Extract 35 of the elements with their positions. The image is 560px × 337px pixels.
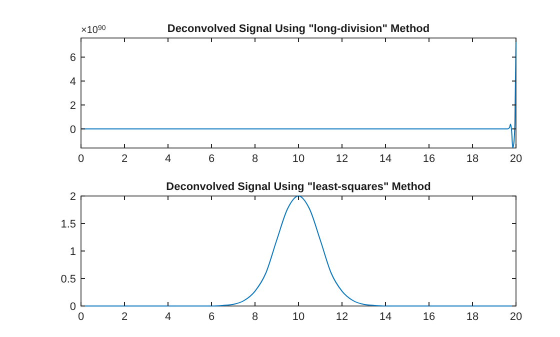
y-tick-label: 4: [70, 76, 76, 88]
x-tick-label: 18: [466, 153, 479, 165]
chart-title: Deconvolved Signal Using "long-division" Method: [167, 23, 430, 35]
x-tick-label: 16: [422, 311, 436, 323]
x-tick-label: 8: [252, 153, 258, 165]
x-tick-label: 20: [510, 311, 522, 323]
y-tick-label: 2: [70, 191, 76, 203]
x-tick-label: 10: [292, 311, 305, 323]
x-tick-label: 10: [292, 153, 305, 165]
y-tick-label: 6: [70, 52, 76, 64]
y-tick-label: 2: [70, 100, 76, 112]
x-tick-label: 4: [164, 311, 172, 323]
text: ×10$^{90}$: [81, 24, 106, 36]
x-tick-label: 2: [121, 311, 128, 323]
y-tick-label: 0: [70, 124, 76, 136]
chart-title: Deconvolved Signal Using "least-squares" Method: [166, 181, 431, 193]
x-tick-label: 6: [208, 153, 215, 165]
x-tick-label: 12: [336, 153, 348, 165]
line-series: [80, 38, 516, 148]
x-tick-label: 12: [336, 311, 348, 323]
x-tick-label: 20: [510, 153, 522, 165]
y-tick-label: 1: [70, 246, 76, 258]
x-tick-label: 14: [379, 311, 392, 323]
x-tick-label: 14: [379, 153, 392, 165]
x-tick-label: 0: [78, 311, 84, 323]
x-tick-label: 0: [78, 153, 84, 165]
x-tick-label: 18: [466, 311, 479, 323]
y-tick-label: 0.5: [60, 274, 76, 286]
y-tick-label: 1.5: [60, 218, 76, 230]
x-tick-label: 16: [422, 153, 436, 165]
x-tick-label: 6: [208, 311, 215, 323]
x-tick-label: 8: [252, 311, 258, 323]
y-tick-label: 0: [70, 301, 76, 313]
x-tick-label: 2: [121, 153, 128, 165]
x-tick-label: 4: [164, 153, 172, 165]
